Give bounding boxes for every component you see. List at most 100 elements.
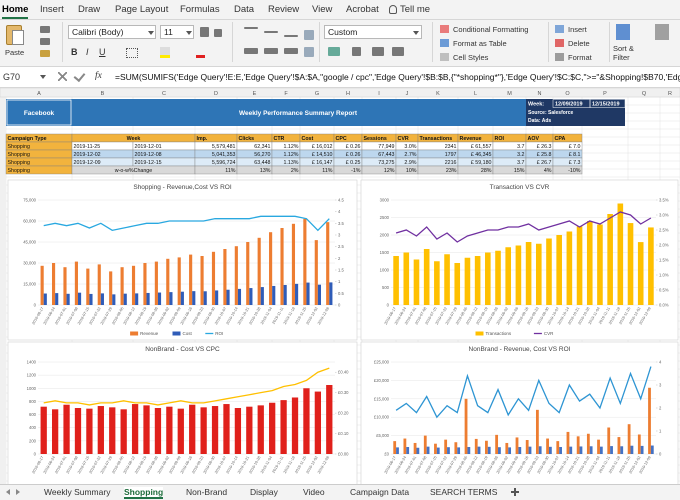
tab-scroll-right[interactable] [16,489,20,495]
bold-button[interactable]: B [71,47,78,57]
ribbon-tab[interactable]: Acrobat [346,4,379,15]
week-label: Week: [528,102,544,108]
legend-label: ROI [215,331,223,336]
delete-cells[interactable]: Delete [568,39,590,48]
cancel-icon[interactable] [58,72,67,81]
add-sheet-v[interactable] [514,488,516,496]
format-icon[interactable] [555,53,564,61]
y2-tick-label: 4.5 [338,198,344,203]
number-format-dropdown[interactable] [413,31,419,35]
bar [627,223,634,305]
chart-area [360,341,679,484]
paste-label[interactable]: Paste [5,48,25,57]
wrap-text-icon[interactable] [304,30,314,40]
bar [599,446,603,454]
format-cells[interactable]: Format [568,53,592,62]
bar [566,231,573,305]
sheet-tab[interactable]: Shopping [124,487,164,499]
sheet-tab[interactable]: Weekly Summary [44,487,111,497]
cell-styles-icon[interactable] [440,53,449,61]
ribbon-tab[interactable]: Insert [40,4,64,15]
y2-tick-label: 3.5 [338,221,344,226]
y2-tick-label: 2 [659,406,662,411]
sort-icon[interactable] [616,24,630,40]
grow-font-icon[interactable] [200,27,209,37]
insert-cells[interactable]: Insert [568,25,587,34]
align-bottom-icon[interactable] [284,35,298,37]
ribbon-tab[interactable]: Formulas [180,4,220,15]
bar [226,289,230,305]
format-table-icon[interactable] [440,39,449,47]
bar [246,242,250,305]
bar [109,271,113,305]
ribbon-tab[interactable]: Home [2,4,29,19]
ribbon-tab[interactable]: View [312,4,333,15]
cut-icon[interactable] [40,26,50,33]
merge-icon[interactable] [304,47,314,57]
sheet-tab[interactable]: SEARCH TERMS [430,487,498,497]
find-icon[interactable] [655,24,669,40]
ribbon-tab[interactable]: Data [234,4,255,15]
format-painter-icon[interactable] [40,50,50,57]
name-box-dropdown[interactable] [40,75,46,79]
sheet-tab[interactable]: Display [250,487,278,497]
name-box[interactable]: G70 [3,72,21,82]
sheet-tab[interactable]: Non-Brand [186,487,228,497]
shrink-font-icon[interactable] [214,29,222,37]
y2-tick-label: 2.5% [659,228,669,233]
formula-text[interactable]: =SUM(SUMIFS('Edge Query'!E:E,'Edge Query… [115,72,680,82]
font-color-icon[interactable] [196,47,205,58]
copy-icon[interactable] [40,38,50,45]
cond-format-icon[interactable] [440,25,449,33]
percent-icon[interactable] [352,47,361,56]
align-middle-icon[interactable] [264,31,278,33]
fill-color-icon[interactable] [160,47,170,58]
tab-scroll-left[interactable] [6,489,10,495]
align-right-icon[interactable] [284,48,298,54]
ribbon-tab[interactable]: Page Layout [115,4,169,15]
font-dropdown[interactable] [148,31,154,35]
currency-icon[interactable] [328,47,340,56]
underline-button[interactable]: U [99,47,106,57]
bar [189,254,193,305]
align-left-icon[interactable] [244,48,258,54]
cell-text: 3.7 [517,160,524,166]
y-tick-label: 800 [29,399,37,404]
comma-icon[interactable] [372,47,384,56]
font-size-box[interactable]: 11 [160,25,194,39]
cell-text: -10% [568,168,581,174]
insert-icon[interactable] [555,25,564,33]
conditional-formatting[interactable]: Conditional Formatting [453,25,529,34]
bar [123,293,127,305]
cell-text: 5,596,724 [212,160,236,166]
decimal-icon[interactable] [392,47,404,56]
number-format-box[interactable]: Custom [324,25,422,39]
legend-label: Cost [183,331,193,336]
cell-text: £ 7.3 [569,160,581,166]
format-as-table[interactable]: Format as Table [453,39,507,48]
fx-button[interactable]: fx [95,71,102,81]
cell-styles[interactable]: Cell Styles [453,53,489,62]
y-tick-label: 45,000 [23,240,36,245]
ribbon-tab[interactable]: Review [268,4,300,15]
bar [100,293,104,305]
ribbon-tab[interactable]: Draw [78,4,101,15]
delete-icon[interactable] [555,39,564,47]
y-tick-label: £10,000 [374,415,390,420]
bar [177,257,181,305]
bar [272,285,276,305]
bar [77,292,82,305]
cell-text: 5,579,481 [212,144,236,150]
align-top-icon[interactable] [244,27,258,29]
border-icon[interactable] [126,48,138,58]
sheet-tab[interactable]: Video [303,487,325,497]
font-name-box[interactable]: Calibri (Body) [68,25,156,39]
align-center-icon[interactable] [264,48,278,54]
bar [454,442,458,454]
bar [477,446,481,454]
ribbon-tab[interactable]: Tell me [400,4,431,15]
italic-button[interactable]: I [86,47,89,57]
size-dropdown[interactable] [186,31,192,35]
sheet-tab[interactable]: Campaign Data [350,487,410,497]
sort-filter[interactable]: Sort & Filter [613,44,634,62]
